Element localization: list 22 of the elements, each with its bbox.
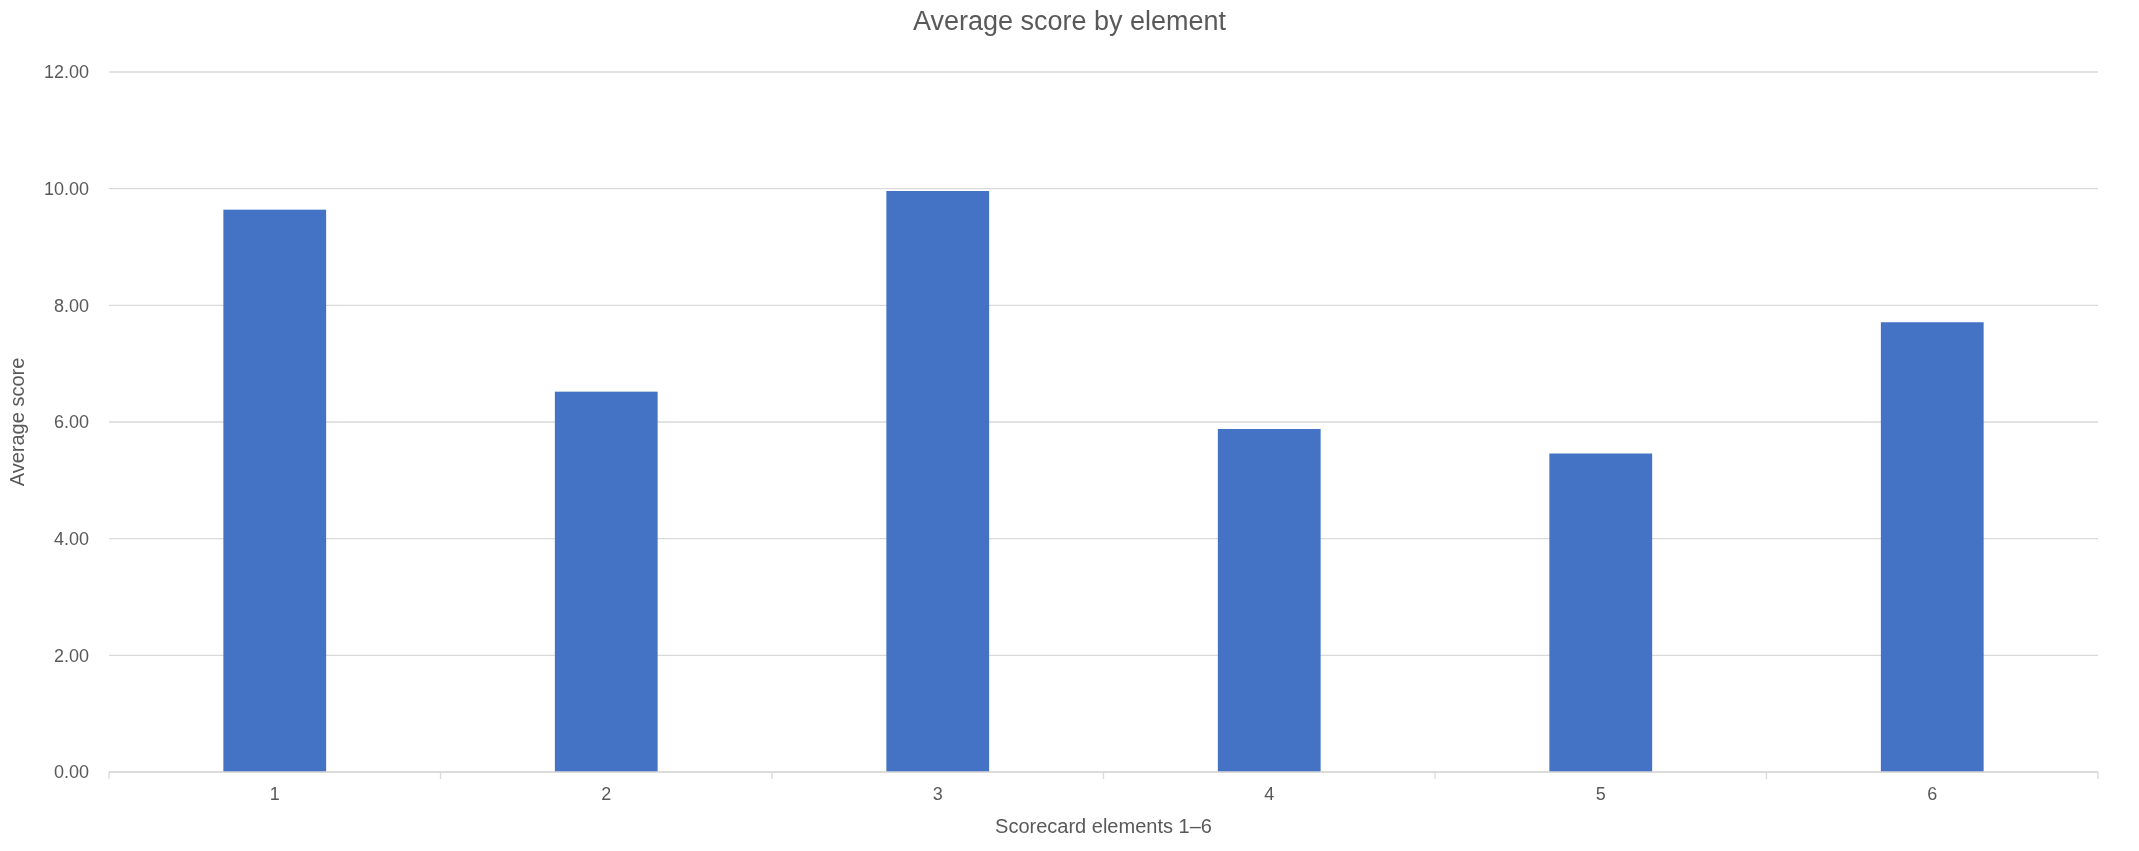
x-tick-label: 3 — [932, 784, 943, 804]
y-tick-label: 8.00 — [53, 295, 89, 316]
y-tick-label: 10.00 — [43, 178, 89, 199]
y-tick-label: 6.00 — [53, 412, 89, 433]
bar — [1880, 322, 1984, 772]
x-tick-label: 1 — [269, 784, 280, 804]
y-axis-title: Average score — [6, 357, 28, 487]
x-tick-label: 4 — [1264, 784, 1275, 804]
x-tick-label: 6 — [1927, 784, 1938, 804]
bar — [223, 209, 327, 772]
x-axis-title: Scorecard elements 1–6 — [995, 815, 1212, 837]
bar — [554, 391, 658, 772]
bar — [1217, 429, 1321, 772]
x-tick-label: 5 — [1595, 784, 1606, 804]
y-tick-label: 4.00 — [53, 528, 89, 549]
y-tick-label: 0.00 — [53, 762, 89, 783]
bar — [886, 191, 990, 772]
bar — [1549, 453, 1653, 772]
chart-title: Average score by element — [912, 6, 1227, 36]
x-tick-label: 2 — [601, 784, 612, 804]
y-tick-label: 2.00 — [53, 645, 89, 666]
y-tick-label: 12.00 — [43, 62, 89, 83]
